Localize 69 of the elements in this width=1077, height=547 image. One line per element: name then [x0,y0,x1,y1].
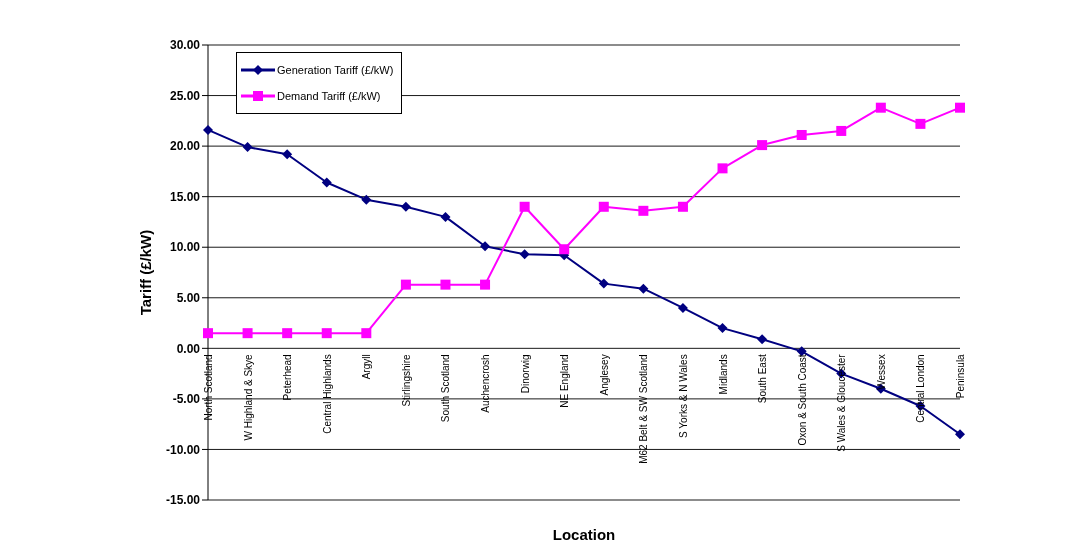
y-tick-label: 20.00 [169,139,201,154]
y-tick-label: 25.00 [169,88,201,103]
point [400,279,411,290]
x-tick-label: W Highland & Skye [242,353,254,441]
y-tick-label: -5.00 [172,392,201,407]
point [440,211,451,222]
x-tick-label: Central London [915,354,927,423]
point [955,429,965,440]
point [757,140,768,151]
y-tick-label: 15.00 [169,189,201,204]
point [282,328,293,339]
y-tick-label: 30.00 [169,38,201,53]
y-tick-label: -10.00 [165,442,201,457]
y-tick-label: 10.00 [169,240,201,255]
y-tick-label: -15.00 [165,493,201,508]
point [717,163,728,174]
legend-label: Generation Tariff (£/kW) [277,63,394,78]
point [519,249,530,260]
x-tick-label: Central Highlands [321,354,333,434]
point [717,323,728,334]
point [282,149,293,160]
x-tick-label: Argyll [361,354,373,380]
y-tick-label: 0.00 [176,341,201,356]
x-tick-label: South Scotland [440,354,452,423]
point [836,125,847,136]
point [677,302,688,313]
x-tick-label: M62 Belt & SW Scotland [638,354,650,464]
legend-label: Demand Tariff (£/kW) [277,89,381,104]
point [955,102,965,113]
point [480,241,491,252]
y-axis-title: Tariff (£/kW) [137,229,155,316]
point [915,118,926,129]
point [480,279,491,290]
x-tick-label: Wessex [875,354,887,390]
x-tick-label: Anglesey [598,354,610,396]
point [559,244,570,255]
x-tick-label: Peninsula [955,353,966,399]
point [242,328,253,339]
point [598,278,609,289]
x-tick-label: Dinorwig [519,354,531,394]
point [796,129,807,140]
point [361,194,372,205]
x-tick-label: South East [757,354,769,404]
point [757,334,768,345]
point [203,124,213,135]
point [519,201,530,212]
y-tick-label: 5.00 [176,291,201,306]
x-tick-label: Oxon & South Coast [796,354,808,446]
x-tick-label: Auchencrosh [480,354,492,413]
x-tick-label: S Wales & Gloucester [836,353,848,452]
point [598,201,609,212]
point [203,328,213,339]
point [638,205,649,216]
x-tick-label: S Yorks & N Wales [677,354,689,438]
point [321,177,332,188]
point [440,279,451,290]
point [875,102,886,113]
point [677,201,688,212]
x-tick-label: North Scotland [203,354,214,421]
point [638,283,649,294]
point [400,201,411,212]
x-tick-label: Midlands [717,354,729,395]
point [361,328,372,339]
point [321,328,332,339]
x-tick-label: NE England [559,354,571,408]
x-tick-label: Stirlingshire [400,353,412,407]
x-tick-label: Peterhead [282,354,294,401]
point [242,142,253,153]
x-axis-title: Location [552,526,616,543]
